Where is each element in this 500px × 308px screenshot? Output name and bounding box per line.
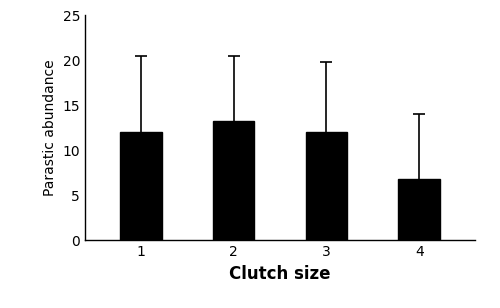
Y-axis label: Parastic abundance: Parastic abundance [43,59,57,196]
Bar [212,121,254,240]
Bar [398,179,440,240]
Bar [120,132,162,240]
X-axis label: Clutch size: Clutch size [229,265,331,283]
Bar [306,132,348,240]
